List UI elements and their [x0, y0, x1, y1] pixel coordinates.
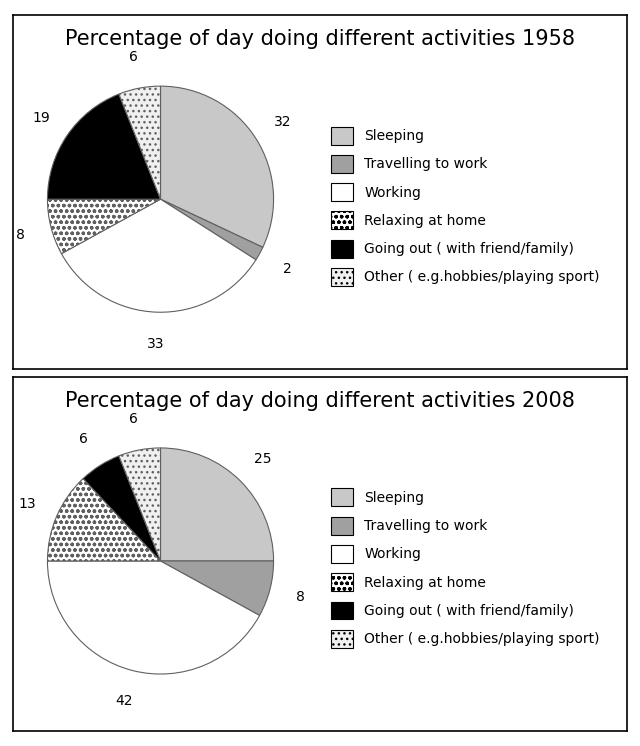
- Text: 6: 6: [129, 50, 138, 64]
- Wedge shape: [161, 561, 273, 615]
- Legend: Sleeping, Travelling to work, Working, Relaxing at home, Going out ( with friend: Sleeping, Travelling to work, Working, R…: [327, 484, 604, 652]
- Wedge shape: [47, 94, 161, 199]
- Legend: Sleeping, Travelling to work, Working, Relaxing at home, Going out ( with friend: Sleeping, Travelling to work, Working, R…: [327, 122, 604, 290]
- Wedge shape: [161, 199, 263, 260]
- Wedge shape: [83, 456, 161, 561]
- Text: Percentage of day doing different activities 1958: Percentage of day doing different activi…: [65, 29, 575, 49]
- Wedge shape: [61, 199, 256, 313]
- Text: 13: 13: [19, 497, 36, 510]
- Text: 33: 33: [147, 336, 164, 351]
- Wedge shape: [161, 448, 273, 561]
- Wedge shape: [119, 86, 161, 199]
- Text: 6: 6: [79, 432, 88, 446]
- Wedge shape: [47, 561, 260, 674]
- Text: 32: 32: [274, 115, 291, 128]
- Text: 8: 8: [16, 228, 25, 242]
- Wedge shape: [119, 448, 161, 561]
- Text: 25: 25: [254, 451, 271, 466]
- Text: 8: 8: [296, 590, 305, 604]
- Text: Percentage of day doing different activities 2008: Percentage of day doing different activi…: [65, 391, 575, 411]
- Text: 6: 6: [129, 412, 138, 426]
- Wedge shape: [47, 479, 161, 561]
- Text: 42: 42: [116, 694, 133, 708]
- Wedge shape: [161, 86, 273, 248]
- Text: 19: 19: [32, 111, 50, 125]
- Text: 2: 2: [283, 262, 292, 276]
- Wedge shape: [47, 199, 161, 254]
